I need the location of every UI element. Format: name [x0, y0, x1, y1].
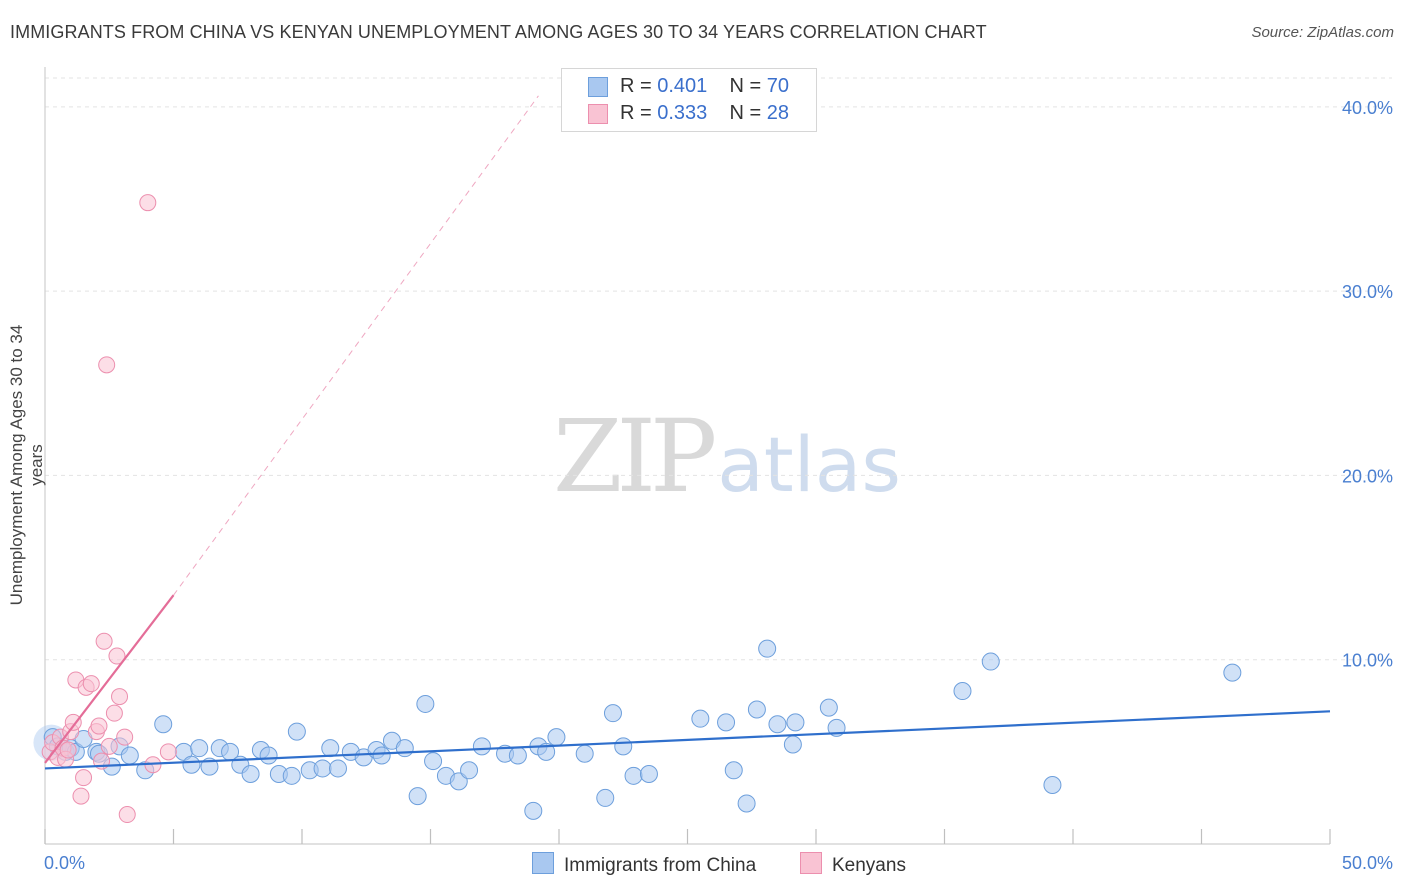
point-kenyans: [100, 737, 118, 755]
source-credit: Source: ZipAtlas.com: [1251, 24, 1394, 41]
chart-title: IMMIGRANTS FROM CHINA VS KENYAN UNEMPLOY…: [10, 22, 987, 42]
point-china: [74, 729, 93, 748]
trend-layer: [44, 95, 1331, 770]
series-legend-china: Immigrants from China: [532, 852, 756, 877]
point-china: [547, 728, 566, 747]
point-china: [372, 746, 391, 765]
point-china: [603, 704, 622, 723]
point-china: [460, 761, 479, 780]
axis-layer: [44, 67, 1331, 845]
trendline-kenyans-extension: [173, 95, 539, 596]
grid-layer: [45, 77, 1392, 661]
point-kenyans: [90, 717, 108, 735]
point-kenyans: [82, 675, 100, 693]
point-kenyans: [118, 806, 136, 824]
watermark: ZIPatlas: [553, 398, 901, 515]
point-kenyans: [139, 194, 157, 212]
legend-swatch-kenyans: [588, 104, 608, 124]
point-china: [786, 713, 805, 732]
x-tick-label: 0.0%: [44, 853, 85, 873]
point-china: [241, 764, 260, 783]
point-china: [182, 755, 201, 774]
point-kenyans: [59, 741, 77, 759]
point-china: [717, 713, 736, 732]
watermark-atlas: atlas: [717, 420, 901, 509]
point-kenyans: [159, 743, 177, 761]
point-china: [624, 766, 643, 785]
point-china: [724, 761, 743, 780]
point-china: [120, 746, 139, 765]
trendline-china: [44, 710, 1331, 770]
point-china: [424, 752, 443, 771]
series-layer: [33, 194, 1242, 824]
point-china: [282, 766, 301, 785]
y-tick-label: 30.0%: [1342, 282, 1393, 302]
y-tick-label: 40.0%: [1342, 98, 1393, 118]
point-china: [472, 737, 491, 756]
series-label-kenyans: Kenyans: [832, 855, 906, 876]
legend-r-value-kenyans: 0.333: [657, 102, 708, 124]
point-kenyans: [98, 356, 116, 374]
point-china: [524, 801, 543, 820]
tick-label-layer: 10.0% 20.0% 30.0% 40.0% 0.0% 50.0%: [44, 98, 1393, 873]
point-china: [981, 652, 1000, 671]
legend-n-label: N =: [729, 75, 767, 97]
legend-n-value-kenyans: 28: [766, 102, 790, 124]
point-china: [395, 739, 414, 758]
point-kenyans: [64, 713, 82, 731]
point-kenyans: [75, 769, 93, 787]
point-china: [783, 735, 802, 754]
point-china: [639, 764, 658, 783]
point-china: [819, 698, 838, 717]
point-china: [190, 739, 209, 758]
watermark-zip: ZIP: [553, 398, 717, 515]
stats-legend: R = 0.401 N = 70 R = 0.333 N = 28: [561, 68, 817, 132]
point-kenyans: [105, 704, 123, 722]
point-china: [747, 700, 766, 719]
point-china: [537, 742, 556, 761]
trendline-kenyans: [44, 594, 175, 764]
x-tick-label: 50.0%: [1342, 853, 1393, 873]
legend-r-label: R =: [620, 75, 658, 97]
point-china: [416, 694, 435, 713]
legend-n-label: N =: [729, 102, 767, 124]
point-china: [154, 715, 173, 734]
point-china: [408, 787, 427, 806]
y-tick-label: 20.0%: [1342, 466, 1393, 486]
point-china: [449, 772, 468, 791]
point-china: [691, 709, 710, 728]
point-china: [758, 639, 777, 658]
point-kenyans: [108, 647, 126, 665]
point-china: [575, 744, 594, 763]
point-kenyans: [72, 787, 90, 805]
point-china: [259, 746, 278, 765]
point-china: [313, 759, 332, 778]
point-china: [768, 715, 787, 734]
legend-r-label: R =: [620, 102, 658, 124]
legend-r-value-china: 0.401: [657, 75, 708, 97]
y-axis-label: Unemployment Among Ages 30 to 34 years: [7, 324, 46, 606]
point-china: [737, 794, 756, 813]
point-china: [328, 759, 347, 778]
point-kenyans: [111, 688, 129, 706]
point-china: [596, 788, 615, 807]
series-label-china: Immigrants from China: [564, 855, 757, 876]
point-kenyans: [116, 728, 134, 746]
series-swatch-china: [532, 852, 554, 874]
point-kenyans: [95, 632, 113, 650]
point-china: [1223, 663, 1242, 682]
legend-n-value-china: 70: [766, 75, 790, 97]
point-china: [614, 737, 633, 756]
series-swatch-kenyans: [800, 852, 822, 874]
point-china: [1043, 776, 1062, 795]
point-china: [953, 682, 972, 701]
point-china: [321, 739, 340, 758]
series-legend-kenyans: Kenyans: [800, 852, 906, 877]
point-china: [287, 722, 306, 741]
legend-swatch-china: [588, 77, 608, 97]
y-tick-label: 10.0%: [1342, 651, 1393, 671]
point-china: [508, 746, 527, 765]
